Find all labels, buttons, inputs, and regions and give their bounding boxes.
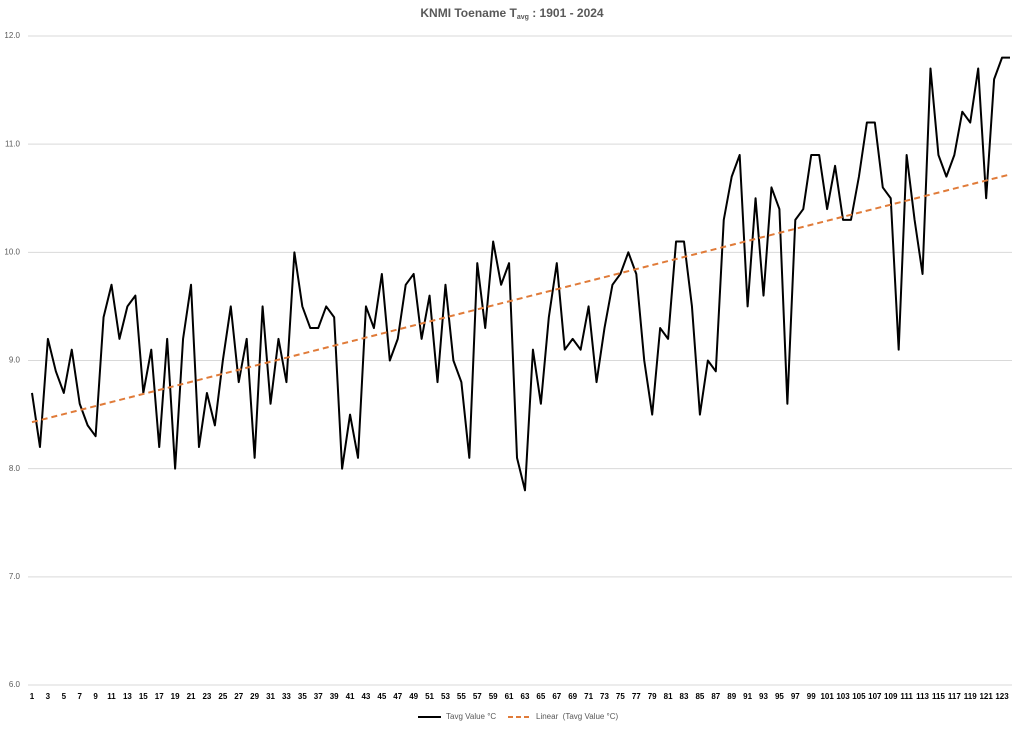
x-tick-label: 43 [361,692,370,701]
x-tick-label: 57 [473,692,482,701]
y-tick-label: 7.0 [9,572,21,581]
x-tick-label: 29 [250,692,259,701]
x-tick-label: 87 [711,692,720,701]
x-tick-label: 25 [218,692,227,701]
x-tick-label: 101 [820,692,834,701]
x-tick-label: 105 [852,692,866,701]
x-tick-label: 85 [695,692,704,701]
x-tick-label: 81 [664,692,673,701]
x-tick-label: 95 [775,692,784,701]
x-tick-label: 71 [584,692,593,701]
chart-title: KNMI Toename Tavg : 1901 - 2024 [420,6,604,21]
x-tick-label: 23 [202,692,211,701]
x-tick-label: 11 [107,692,116,701]
x-tick-label: 67 [552,692,561,701]
x-tick-label: 17 [155,692,164,701]
x-tick-label: 113 [916,692,929,701]
x-tick-label: 89 [727,692,736,701]
y-tick-label: 8.0 [9,464,21,473]
x-tick-label: 97 [791,692,800,701]
trend-line [31,173,1011,424]
x-tick-label: 53 [441,692,450,701]
x-tick-label: 9 [93,692,98,701]
x-tick-label: 77 [632,692,641,701]
x-tick-label: 111 [900,692,913,701]
x-tick-label: 41 [346,692,355,701]
x-tick-label: 21 [187,692,196,701]
x-tick-label: 93 [759,692,768,701]
x-tick-label: 73 [600,692,609,701]
x-tick-label: 15 [139,692,148,701]
x-tick-label: 61 [505,692,514,701]
x-tick-label: 59 [489,692,498,701]
x-tick-label: 31 [266,692,275,701]
x-tick-label: 55 [457,692,466,701]
x-tick-label: 107 [868,692,882,701]
title-subscript: avg [517,14,529,21]
y-tick-label: 9.0 [9,356,21,365]
x-tick-label: 37 [314,692,323,701]
x-tick-label: 75 [616,692,625,701]
x-tick-label: 121 [979,692,993,701]
x-tick-label: 5 [62,692,67,701]
y-tick-label: 11.0 [5,139,21,148]
x-tick-label: 39 [330,692,339,701]
x-tick-label: 119 [964,692,977,701]
x-tick-label: 115 [932,692,945,701]
x-tick-label: 7 [77,692,82,701]
x-tick-label: 63 [521,692,530,701]
x-tick-label: 27 [234,692,243,701]
x-tick-label: 49 [409,692,418,701]
x-tick-label: 79 [648,692,657,701]
x-tick-label: 117 [948,692,961,701]
legend-label: Tavg Value °C [446,712,496,721]
legend-label: Linear (Tavg Value °C) [536,712,619,721]
x-tick-label: 69 [568,692,577,701]
x-tick-label: 13 [123,692,132,701]
x-tick-label: 109 [884,692,898,701]
x-tick-label: 35 [298,692,307,701]
y-tick-label: 10.0 [4,247,20,256]
title-suffix: : 1901 - 2024 [529,6,604,20]
x-tick-label: 3 [46,692,51,701]
x-tick-label: 45 [377,692,386,701]
x-tick-label: 19 [171,692,180,701]
x-tick-label: 99 [807,692,816,701]
data-line [31,56,1010,492]
x-tick-label: 33 [282,692,291,701]
x-tick-label: 103 [836,692,850,701]
title-main: KNMI Toename T [420,6,517,20]
x-tick-label: 51 [425,692,434,701]
y-tick-label: 12.0 [4,31,20,40]
x-tick-label: 83 [680,692,689,701]
x-tick-label: 1 [30,692,35,701]
x-tick-label: 65 [536,692,545,701]
x-tick-label: 47 [393,692,402,701]
y-tick-label: 6.0 [9,680,21,689]
x-tick-label: 123 [995,692,1009,701]
x-tick-label: 91 [743,692,752,701]
